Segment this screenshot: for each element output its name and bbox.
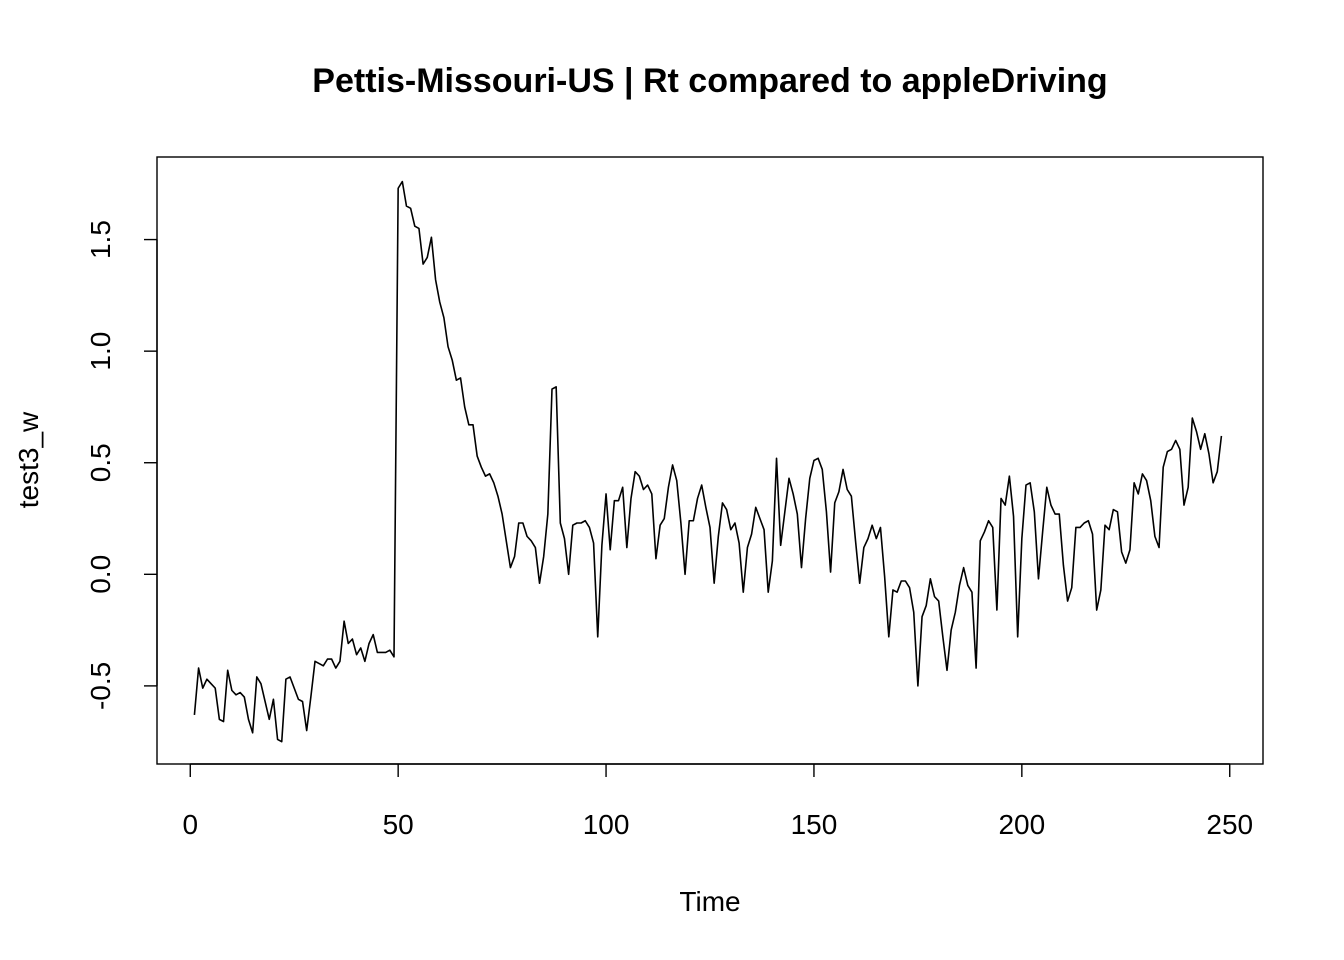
y-tick-label: 1.5: [85, 220, 116, 259]
x-axis-label: Time: [679, 886, 740, 917]
x-tick-label: 250: [1206, 809, 1253, 840]
y-tick-label: 0.0: [85, 555, 116, 594]
x-tick-label: 50: [383, 809, 414, 840]
plot-frame: [156, 156, 1264, 765]
x-tick-label: 200: [998, 809, 1045, 840]
x-tick-label: 100: [583, 809, 630, 840]
chart-title: Pettis-Missouri-US | Rt compared to appl…: [312, 62, 1107, 100]
y-tick-label: 0.5: [85, 443, 116, 482]
y-axis: -0.5 0.0 0.5 1.0 1.5: [85, 220, 158, 710]
y-axis-label: test3_w: [13, 411, 44, 508]
x-tick-label: 150: [791, 809, 838, 840]
y-tick-label: 1.0: [85, 332, 116, 371]
y-tick-label: -0.5: [85, 662, 116, 710]
x-tick-label: 0: [182, 809, 198, 840]
series-line: [193, 180, 1223, 743]
x-axis: 0 50 100 150 200 250: [182, 763, 1253, 840]
